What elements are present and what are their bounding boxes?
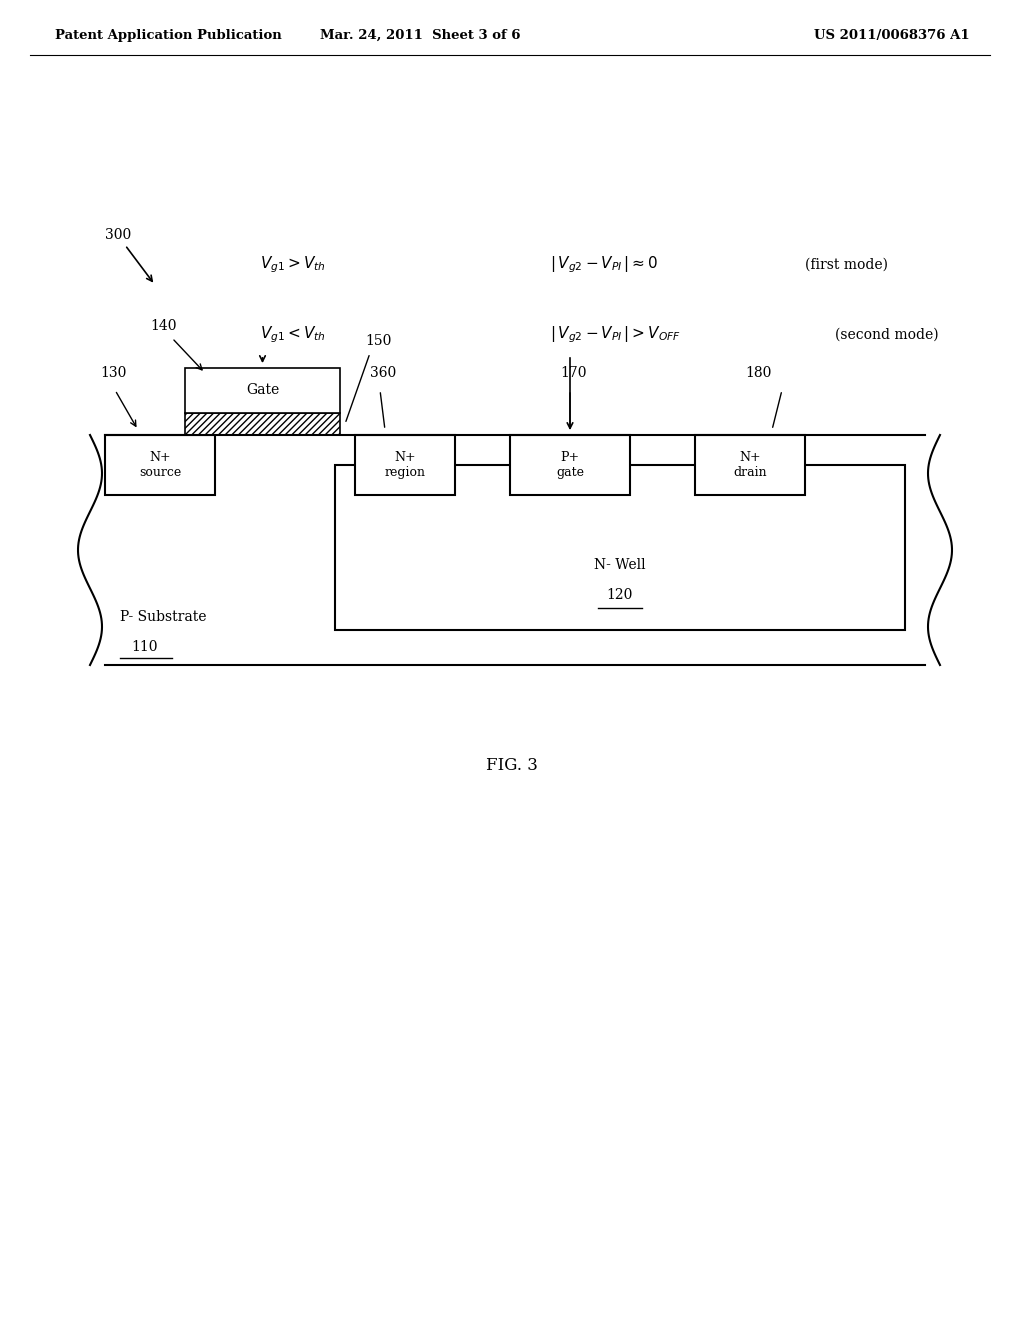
Text: N+
region: N+ region [384, 451, 426, 479]
Text: $|\, V_{g2} - V_{PI}\,| > V_{OFF}$: $|\, V_{g2} - V_{PI}\,| > V_{OFF}$ [550, 325, 681, 346]
Text: N- Well: N- Well [594, 558, 646, 572]
Text: $V_{g1} > V_{th}$: $V_{g1} > V_{th}$ [260, 255, 326, 276]
Text: US 2011/0068376 A1: US 2011/0068376 A1 [814, 29, 970, 41]
Text: 360: 360 [370, 366, 396, 380]
Bar [695, 436, 805, 495]
Text: 140: 140 [150, 319, 176, 333]
Bar [355, 436, 455, 495]
Bar [510, 436, 630, 495]
Text: 180: 180 [745, 366, 771, 380]
Bar [335, 465, 905, 630]
Text: 130: 130 [100, 366, 126, 380]
Text: 110: 110 [132, 640, 159, 653]
Text: Mar. 24, 2011  Sheet 3 of 6: Mar. 24, 2011 Sheet 3 of 6 [319, 29, 520, 41]
Text: $|\, V_{g2} - V_{PI}\,| \approx 0$: $|\, V_{g2} - V_{PI}\,| \approx 0$ [550, 255, 658, 276]
Text: P+
gate: P+ gate [556, 451, 584, 479]
Text: P- Substrate: P- Substrate [120, 610, 207, 624]
Text: N+
source: N+ source [139, 451, 181, 479]
Bar [185, 413, 340, 436]
Text: Gate: Gate [246, 384, 280, 397]
Text: 150: 150 [365, 334, 391, 348]
Text: N+
drain: N+ drain [733, 451, 767, 479]
Text: (first mode): (first mode) [805, 257, 888, 272]
Text: Patent Application Publication: Patent Application Publication [55, 29, 282, 41]
Text: FIG. 3: FIG. 3 [486, 756, 538, 774]
Text: $V_{g1} < V_{th}$: $V_{g1} < V_{th}$ [260, 325, 326, 346]
Text: 300: 300 [105, 228, 131, 242]
Text: 120: 120 [607, 587, 633, 602]
Text: 170: 170 [560, 366, 587, 380]
Text: (second mode): (second mode) [835, 327, 939, 342]
Bar [105, 436, 215, 495]
Bar [185, 368, 340, 413]
